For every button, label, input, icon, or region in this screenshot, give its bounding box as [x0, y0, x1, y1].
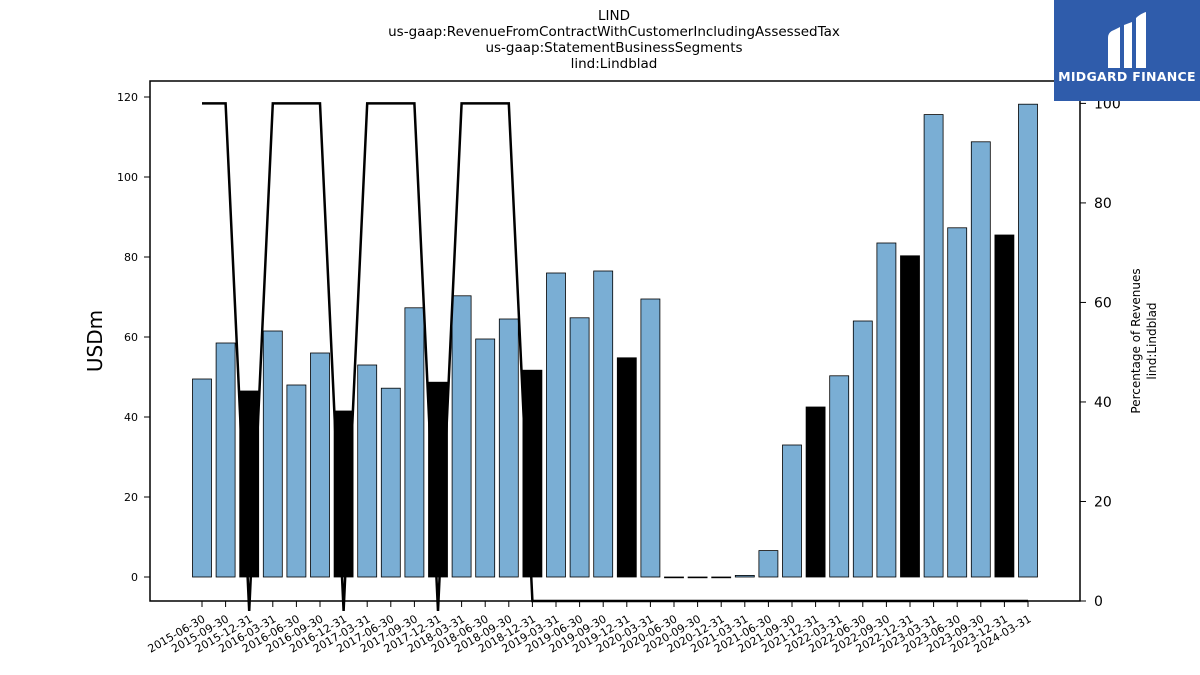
bar — [286, 384, 307, 578]
bar — [711, 576, 732, 579]
bar — [805, 406, 826, 578]
bar — [475, 338, 496, 578]
bar — [546, 272, 566, 578]
bar — [357, 364, 378, 578]
midgard-logo-icon — [1108, 12, 1146, 68]
y-tick-label: 20 — [124, 491, 138, 504]
bar — [734, 575, 755, 578]
bar — [640, 298, 661, 578]
bar — [782, 444, 802, 578]
bar — [1018, 103, 1038, 578]
bar — [310, 352, 330, 578]
bar — [876, 242, 897, 578]
bar — [852, 320, 873, 578]
bar — [380, 387, 401, 578]
y2-label-line: Percentage of Revenues — [1129, 268, 1143, 413]
y-tick-label: 80 — [124, 251, 138, 264]
bar — [192, 378, 212, 578]
x-axis: 2015-06-302015-09-302015-12-312016-03-31… — [146, 601, 1034, 656]
y2-tick-label: 20 — [1094, 494, 1112, 510]
plot-frame — [149, 80, 1081, 602]
logo: MIDGARD FINANCE — [1054, 0, 1200, 101]
bar — [829, 375, 850, 578]
bar — [616, 357, 637, 578]
y-tick-label: 0 — [131, 571, 138, 584]
bar-series — [192, 103, 1038, 579]
y2-axis-label: Percentage of Revenues lind:Lindblad — [1129, 268, 1159, 413]
bar — [404, 307, 425, 578]
y2-tick-label: 80 — [1094, 196, 1112, 212]
y-tick-label: 120 — [117, 91, 138, 104]
bar — [758, 550, 779, 578]
bar — [947, 227, 968, 578]
y-tick-label: 100 — [117, 171, 138, 184]
y2-label-line: lind:Lindblad — [1145, 302, 1159, 379]
y2-tick-label: 40 — [1094, 395, 1112, 411]
bar — [215, 342, 236, 578]
title-line: lind:Lindblad — [571, 56, 658, 72]
y2-tick-label: 60 — [1094, 295, 1112, 311]
bar — [970, 141, 991, 578]
title-line: us-gaap:StatementBusinessSegments — [485, 40, 742, 56]
bar — [994, 234, 1015, 578]
bar — [687, 576, 708, 579]
logo-text: MIDGARD FINANCE — [1058, 69, 1196, 84]
title-line: us-gaap:RevenueFromContractWithCustomerI… — [388, 24, 840, 40]
bar — [664, 576, 684, 579]
y-tick-label: 40 — [124, 411, 138, 424]
title-line: LIND — [598, 8, 630, 24]
y2-tick-label: 0 — [1094, 594, 1103, 610]
y-axis-left: 0 20 40 60 80 100 120 — [117, 91, 150, 584]
bar — [593, 270, 614, 578]
bar — [262, 330, 283, 578]
bar — [923, 114, 944, 578]
y-tick-label: 60 — [124, 331, 138, 344]
y-axis-label: USDm — [83, 310, 107, 372]
bar — [451, 295, 472, 578]
bar — [498, 318, 519, 578]
bar — [900, 255, 920, 578]
chart-title: LINDus-gaap:RevenueFromContractWithCusto… — [388, 8, 840, 72]
bar — [569, 317, 590, 578]
